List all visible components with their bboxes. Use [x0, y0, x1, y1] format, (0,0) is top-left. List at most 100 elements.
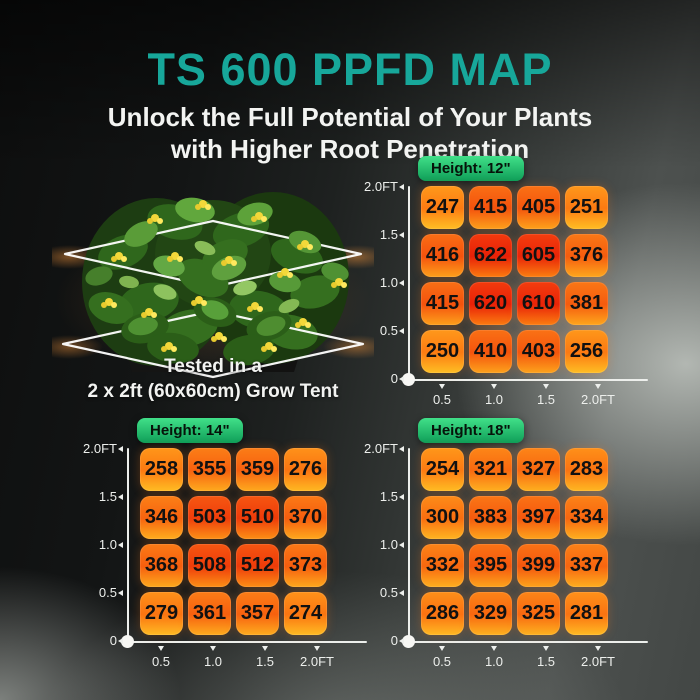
- ppfd-cell: 276: [284, 448, 327, 491]
- x-tick-marker-icon: [543, 384, 549, 389]
- y-tick-label: 0: [390, 633, 398, 648]
- y-tick-label: 0: [109, 633, 117, 648]
- y-axis-labels: 2.0FT 1.5 1.0 0.5 0: [364, 180, 666, 418]
- ppfd-cell: 355: [188, 448, 231, 491]
- ppfd-cell: 300: [421, 496, 464, 539]
- x-tick-marker-icon: [210, 646, 216, 651]
- ppfd-cell: 410: [469, 330, 512, 373]
- y-tick-label: 1.0: [98, 537, 117, 552]
- ppfd-cell: 610: [517, 282, 560, 325]
- y-tick-label: 0.5: [379, 323, 398, 338]
- x-tick-label: 1.0: [484, 392, 504, 407]
- x-tick-marker-icon: [262, 646, 268, 651]
- ppfd-cell: 605: [517, 234, 560, 277]
- ppfd-cell: 286: [421, 592, 464, 635]
- x-tick-marker-icon: [491, 384, 497, 389]
- ppfd-cell: 399: [517, 544, 560, 587]
- plant-caption: Tested in a 2 x 2ft (60x60cm) Grow Tent: [40, 354, 386, 404]
- y-tick-marker-icon: [399, 376, 404, 382]
- x-tick-marker-icon: [439, 646, 445, 651]
- origin-dot: [402, 635, 415, 648]
- heatmap-plot: 2.0FT 1.5 1.0 0.5 0 258 355 359 276 346 503 510 370…: [83, 442, 385, 680]
- y-axis-labels: 2.0FT 1.5 1.0 0.5 0: [364, 442, 666, 680]
- ppfd-cell: 332: [421, 544, 464, 587]
- ppfd-cell: 361: [188, 592, 231, 635]
- ppfd-cell: 274: [284, 592, 327, 635]
- x-tick-label: 0.5: [151, 654, 171, 669]
- heatmap-cells: 258 355 359 276 346 503 510 370 368 508 512 373 279 3…: [140, 448, 327, 635]
- ppfd-cell: 321: [469, 448, 512, 491]
- x-tick-label: 1.0: [203, 654, 223, 669]
- x-axis-labels: 0.5 1.0 1.5 2.0FT: [85, 448, 385, 680]
- ppfd-cell: 368: [140, 544, 183, 587]
- ppfd-cell: 397: [517, 496, 560, 539]
- height-badge-label: Height: 12": [431, 160, 511, 177]
- subtitle-line-1: Unlock the Full Potential of Your Plants: [107, 102, 593, 132]
- ppfd-cell: 247: [421, 186, 464, 229]
- x-tick-label: 1.0: [484, 654, 504, 669]
- ppfd-cell: 281: [565, 592, 608, 635]
- height-badge-label: Height: 18": [431, 422, 511, 439]
- x-tick-label: 2.0FT: [581, 392, 615, 407]
- y-axis-line: [408, 186, 410, 381]
- ppfd-cell: 256: [565, 330, 608, 373]
- ppfd-cell: 250: [421, 330, 464, 373]
- ppfd-cell: 279: [140, 592, 183, 635]
- plant-illustration-svg: [52, 192, 374, 379]
- y-tick-marker-icon: [399, 590, 404, 596]
- x-tick-label: 0.5: [432, 392, 452, 407]
- x-tick-marker-icon: [439, 384, 445, 389]
- ppfd-cell: 383: [469, 496, 512, 539]
- ppfd-cell: 346: [140, 496, 183, 539]
- ppfd-cell: 357: [236, 592, 279, 635]
- y-tick-label: 2.0FT: [364, 179, 398, 194]
- ppfd-cell: 381: [565, 282, 608, 325]
- x-tick-label: 1.5: [255, 654, 275, 669]
- y-tick-marker-icon: [399, 446, 404, 452]
- ppfd-cell: 359: [236, 448, 279, 491]
- x-tick-label: 0.5: [432, 654, 452, 669]
- y-tick-marker-icon: [118, 590, 123, 596]
- x-tick-label: 2.0FT: [581, 654, 615, 669]
- height-badge: Height: 18": [418, 418, 524, 443]
- ppfd-cell: 620: [469, 282, 512, 325]
- x-tick-marker-icon: [543, 646, 549, 651]
- ppfd-cell: 329: [469, 592, 512, 635]
- x-axis-labels: 0.5 1.0 1.5 2.0FT: [366, 186, 666, 418]
- y-tick-label: 1.5: [98, 489, 117, 504]
- y-tick-label: 2.0FT: [83, 441, 117, 456]
- y-tick-label: 0: [390, 371, 398, 386]
- y-tick-label: 2.0FT: [364, 441, 398, 456]
- page-title: TS 600 PPFD MAP: [147, 44, 553, 95]
- y-tick-marker-icon: [399, 328, 404, 334]
- ppfd-cell: 258: [140, 448, 183, 491]
- origin-dot: [402, 373, 415, 386]
- ppfd-cell: 510: [236, 496, 279, 539]
- x-tick-marker-icon: [595, 646, 601, 651]
- y-tick-label: 1.5: [379, 489, 398, 504]
- height-badge: Height: 14": [137, 418, 243, 443]
- x-tick-marker-icon: [158, 646, 164, 651]
- ppfd-grid-height-18: Height: 18" 2.0FT 1.5 1.0 0.5 0 254 321 327 283…: [364, 418, 666, 682]
- ppfd-grid-height-14: Height: 14" 2.0FT 1.5 1.0 0.5 0 258 355 359 276…: [83, 418, 385, 682]
- y-tick-marker-icon: [399, 638, 404, 644]
- origin-dot: [121, 635, 134, 648]
- x-axis-labels: 0.5 1.0 1.5 2.0FT: [366, 448, 666, 680]
- y-tick-marker-icon: [118, 542, 123, 548]
- y-tick-marker-icon: [118, 638, 123, 644]
- x-tick-marker-icon: [314, 646, 320, 651]
- y-tick-marker-icon: [399, 184, 404, 190]
- height-badge-label: Height: 14": [150, 422, 230, 439]
- y-axis-line: [127, 448, 129, 643]
- x-axis-line: [408, 641, 648, 643]
- x-axis-line: [408, 379, 648, 381]
- y-tick-label: 0.5: [379, 585, 398, 600]
- y-tick-label: 1.5: [379, 227, 398, 242]
- y-tick-marker-icon: [399, 232, 404, 238]
- ppfd-cell: 373: [284, 544, 327, 587]
- y-tick-label: 0.5: [98, 585, 117, 600]
- y-tick-label: 1.0: [379, 537, 398, 552]
- y-tick-marker-icon: [399, 542, 404, 548]
- x-tick-marker-icon: [595, 384, 601, 389]
- ppfd-cell: 251: [565, 186, 608, 229]
